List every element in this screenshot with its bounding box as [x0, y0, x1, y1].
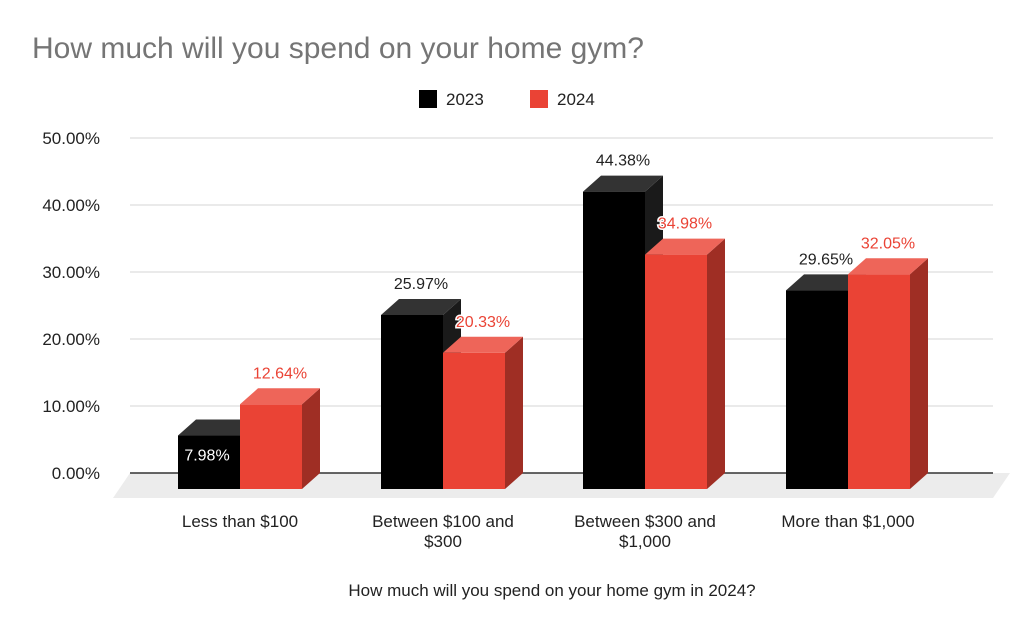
category-label: More than $1,000	[781, 512, 914, 531]
bar-front	[240, 404, 302, 489]
y-tick-label: 30.00%	[42, 263, 100, 282]
bar-side	[505, 336, 523, 489]
bar-front	[443, 352, 505, 489]
legend-label: 2024	[557, 90, 595, 109]
bars	[178, 175, 928, 490]
chart-title: How much will you spend on your home gym…	[32, 32, 644, 65]
bar-2024-1	[443, 336, 523, 489]
x-axis-label: How much will you spend on your home gym…	[348, 581, 755, 600]
bar-front	[178, 435, 240, 489]
legend-swatch	[530, 90, 548, 108]
data-label: 25.97%	[394, 276, 448, 293]
y-axis-ticks: 0.00% 10.00% 20.00% 30.00% 40.00% 50.00%	[42, 129, 100, 483]
bar-front	[381, 315, 443, 489]
bar-2024-2	[645, 238, 725, 489]
y-tick-label: 10.00%	[42, 397, 100, 416]
bar-top	[240, 388, 320, 405]
bar-top	[645, 238, 725, 255]
legend-label: 2023	[446, 90, 484, 109]
legend-swatch	[419, 90, 437, 108]
bar-top	[848, 258, 928, 275]
y-tick-label: 20.00%	[42, 330, 100, 349]
data-label: 12.64%	[253, 365, 307, 382]
bar-front	[848, 274, 910, 489]
data-label: 34.98%	[658, 216, 712, 233]
y-tick-label: 0.00%	[52, 464, 100, 483]
legend-item-2024: 2024	[530, 90, 595, 109]
data-label: 44.38%	[596, 153, 650, 170]
floor-plane	[113, 473, 1010, 498]
bar-top	[786, 274, 866, 291]
data-label: 20.33%	[456, 314, 510, 331]
data-labels: 7.98% 12.64% 25.97% 20.33% 44.38% 34.98% 29.65…	[184, 153, 916, 465]
bar-top	[583, 175, 663, 192]
category-label: Between $300 and $1,000	[574, 512, 716, 551]
data-label: 29.65%	[799, 251, 853, 268]
bar-top	[178, 419, 258, 436]
bar-side	[707, 238, 725, 489]
y-tick-label: 40.00%	[42, 196, 100, 215]
x-axis-categories: Less than $100 Between $100 and $300 Betwee…	[182, 512, 915, 551]
y-tick-label: 50.00%	[42, 129, 100, 148]
data-label: 32.05%	[861, 235, 915, 252]
category-label: Between $100 and $300	[372, 512, 514, 551]
bar-top	[443, 336, 523, 353]
data-label: 7.98%	[184, 448, 229, 465]
bar-top	[381, 299, 461, 316]
legend: 2023 2024	[419, 90, 595, 109]
bar-side	[910, 258, 928, 489]
category-label: Less than $100	[182, 512, 298, 531]
legend-item-2023: 2023	[419, 90, 484, 109]
bar-2024-0	[240, 388, 320, 489]
bar-front	[645, 254, 707, 489]
bar-front	[786, 290, 848, 489]
bar-2024-3	[848, 258, 928, 489]
bar-front	[583, 191, 645, 490]
chart-floor	[113, 473, 1010, 498]
bar-side	[302, 388, 320, 489]
